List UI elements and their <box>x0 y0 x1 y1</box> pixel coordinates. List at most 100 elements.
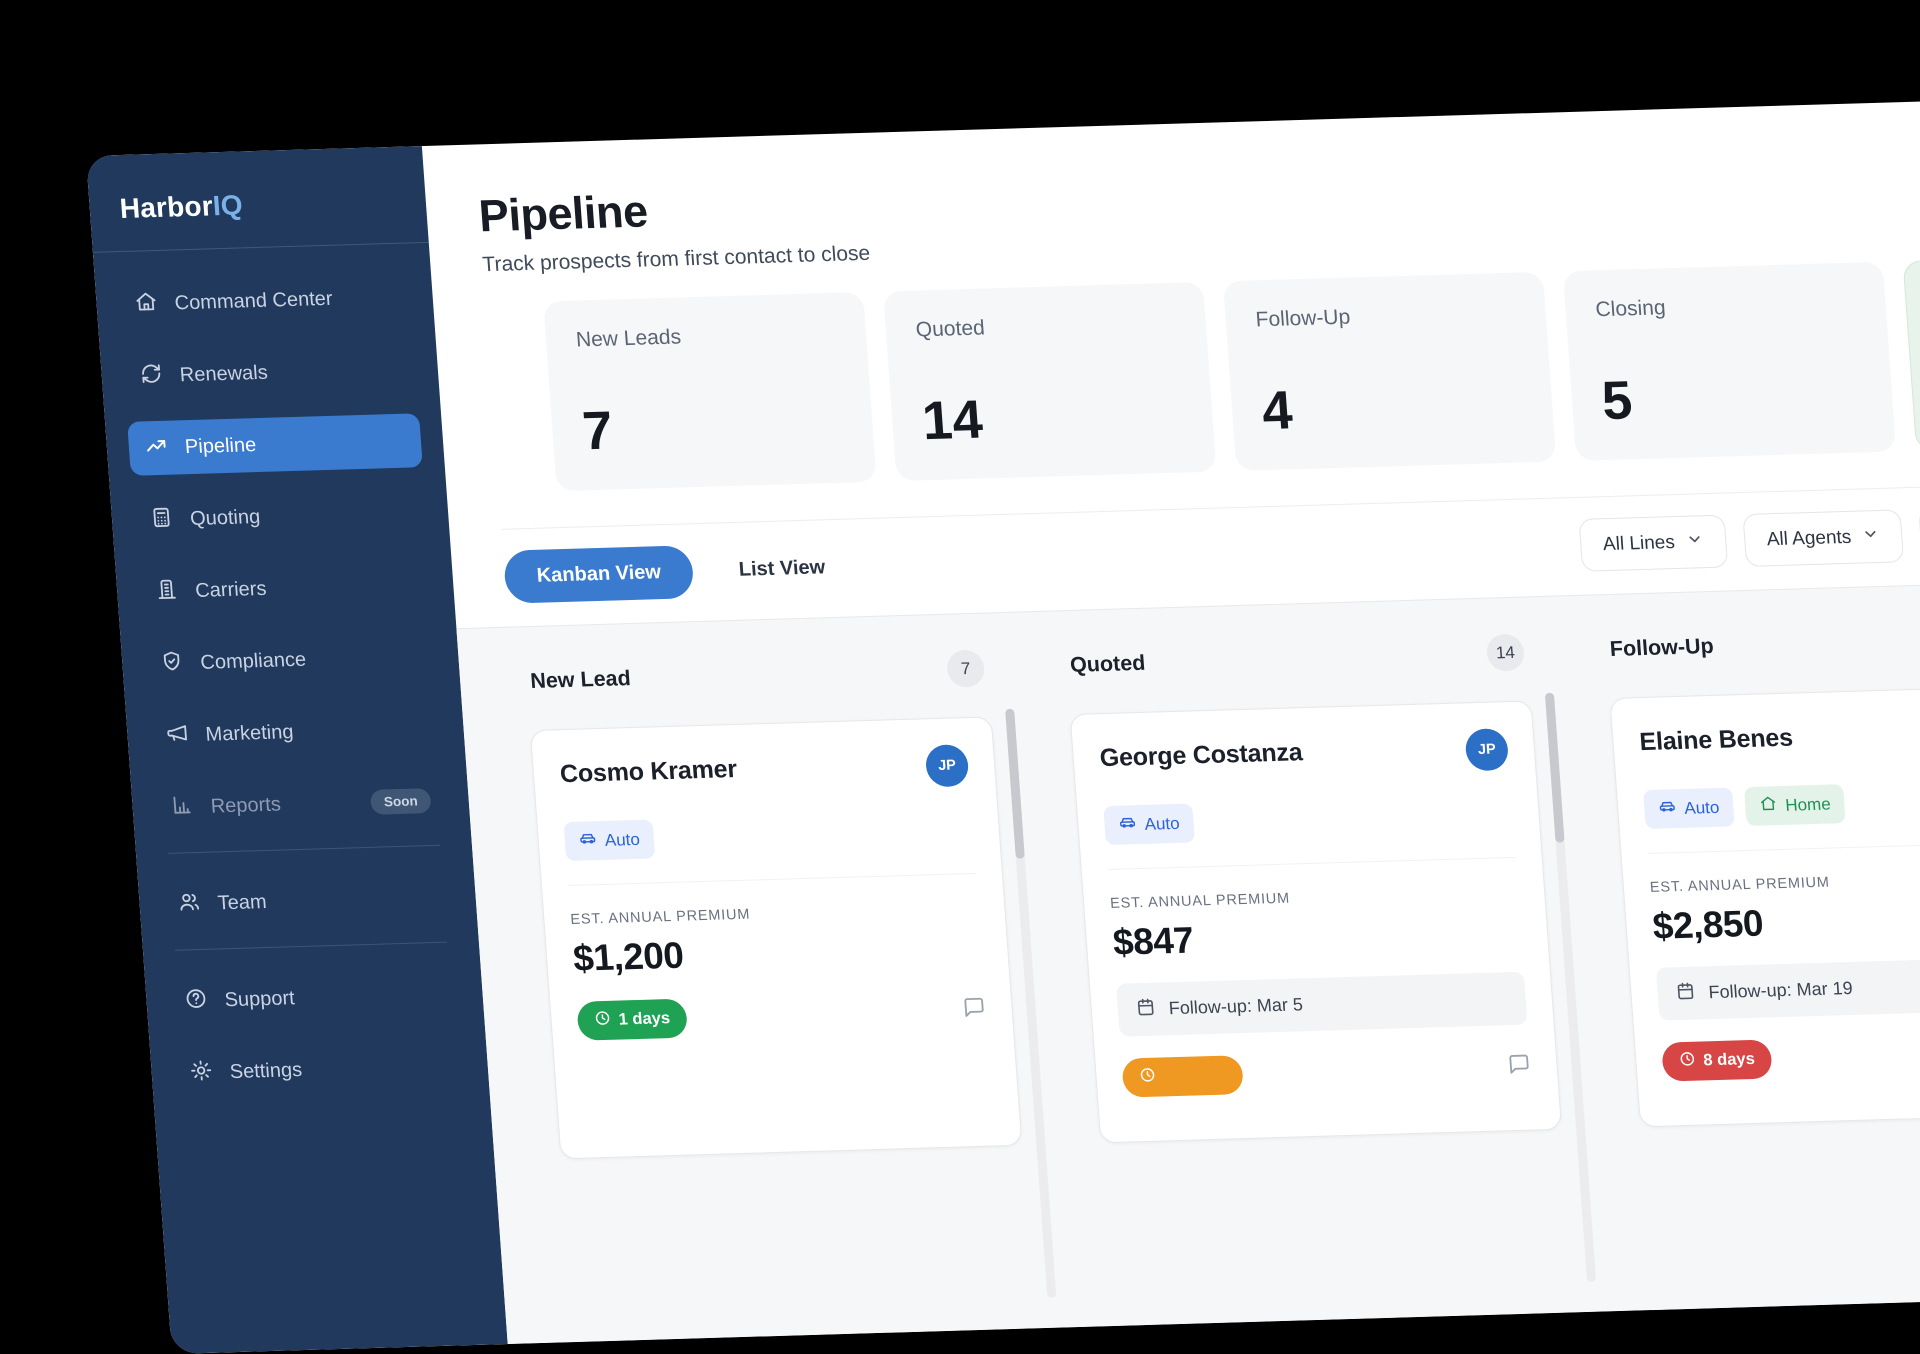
calculator-icon <box>149 505 174 535</box>
stat-card-quoted: Quoted 14 <box>883 281 1217 482</box>
premium-label: EST. ANNUAL PREMIUM <box>1109 890 1291 912</box>
message-icon[interactable] <box>1507 1052 1532 1081</box>
prospect-card-george-costanza[interactable]: George Costanza JP Auto EST. ANNUAL PREM… <box>1069 700 1563 1144</box>
premium-value: $1,200 <box>571 934 685 979</box>
logo-iq: IQ <box>211 189 244 222</box>
age-chip: 8 days <box>1661 1039 1774 1082</box>
sidebar-item-label: Marketing <box>204 720 295 746</box>
stat-label: Quoted <box>915 316 986 342</box>
badge-label: Home <box>1784 794 1832 815</box>
help-circle-icon <box>184 986 209 1016</box>
all-lines-dropdown[interactable]: All Lines <box>1578 514 1728 572</box>
stat-value: 7 <box>580 400 615 462</box>
age-chip <box>1121 1055 1245 1098</box>
kanban-column-follow-up: Follow-Up 4 Elaine Benes JP Auto <box>1605 617 1920 1310</box>
age-chip: 1 days <box>576 998 689 1041</box>
kanban-column-quoted: Quoted 14 George Costanza JP Auto <box>1065 633 1575 1326</box>
sidebar-item-quoting[interactable]: Quoting <box>132 485 428 548</box>
premium-value: $847 <box>1111 919 1195 963</box>
sidebar-item-label: Team <box>216 890 268 914</box>
stat-card-won-this-month: Won This Month 0 <box>1902 251 1920 451</box>
soon-badge: Soon <box>370 787 432 815</box>
sidebar-item-support[interactable]: Support <box>167 966 463 1029</box>
main-content: Pipeline Track prospects from first cont… <box>422 90 1920 1345</box>
card-divider <box>567 872 976 887</box>
stat-label: New Leads <box>575 325 682 352</box>
sidebar-item-carriers[interactable]: Carriers <box>137 557 433 620</box>
prospect-card-cosmo-kramer[interactable]: Cosmo Kramer JP Auto EST. ANNUAL PREMIUM… <box>529 716 1023 1160</box>
message-icon[interactable] <box>962 995 987 1024</box>
followup-label: Follow-up: Mar 19 <box>1707 977 1854 1003</box>
line-badge-auto: Auto <box>1103 803 1195 846</box>
avatar: JP <box>924 744 970 788</box>
shield-check-icon <box>159 649 184 679</box>
logo-harbor: Harbor <box>118 190 214 224</box>
sidebar-item-compliance[interactable]: Compliance <box>143 629 439 692</box>
premium-label: EST. ANNUAL PREMIUM <box>1649 874 1831 896</box>
stat-label: Closing <box>1594 296 1667 322</box>
gear-icon <box>189 1058 214 1088</box>
avatar: JP <box>1464 728 1510 772</box>
premium-label: EST. ANNUAL PREMIUM <box>569 906 751 928</box>
bar-chart-icon <box>170 793 195 823</box>
sidebar-item-pipeline[interactable]: Pipeline <box>127 413 423 476</box>
stat-value: 14 <box>920 389 985 452</box>
app-window: HarborIQ Command Center Renewals Pipelin… <box>86 89 1920 1354</box>
line-badge-home: Home <box>1743 784 1847 827</box>
card-divider <box>1647 840 1920 854</box>
clock-icon <box>1679 1051 1696 1072</box>
stats-row: New Leads 7 Quoted 14 Follow-Up 4 Closin… <box>543 251 1920 492</box>
sidebar-item-label: Pipeline <box>184 433 257 458</box>
page-header: Pipeline Track prospects from first cont… <box>422 90 1920 532</box>
stat-value: 4 <box>1260 380 1295 442</box>
sidebar-item-label: Quoting <box>189 505 261 530</box>
chevron-down-icon <box>1861 525 1880 548</box>
kanban-board: New Lead 7 Cosmo Kramer JP Auto <box>456 571 1920 1345</box>
kanban-view-button[interactable]: Kanban View <box>502 545 695 604</box>
card-divider <box>1107 856 1516 871</box>
prospect-name: George Costanza <box>1098 738 1304 773</box>
car-icon <box>1118 813 1138 836</box>
sidebar-item-command-center[interactable]: Command Center <box>117 269 413 332</box>
clock-icon <box>1139 1067 1156 1088</box>
followup-row: Follow-up: Mar 5 <box>1115 971 1528 1037</box>
list-view-button[interactable]: List View <box>738 556 826 581</box>
sidebar-nav: Command Center Renewals Pipeline Quoting… <box>95 269 491 1120</box>
line-badge-auto: Auto <box>1642 787 1735 830</box>
calendar-icon <box>1675 981 1697 1007</box>
stat-card-closing: Closing 5 <box>1562 261 1897 461</box>
sidebar-item-label: Reports <box>209 793 282 818</box>
sidebar-item-label: Command Center <box>173 287 334 314</box>
stat-label: Follow-Up <box>1254 305 1352 332</box>
age-chip-label: 1 days <box>618 1009 671 1029</box>
badge-label: Auto <box>604 829 641 850</box>
sidebar-item-label: Support <box>223 986 296 1011</box>
badge-label: Auto <box>1143 813 1181 834</box>
prospect-name: Cosmo Kramer <box>559 754 738 789</box>
car-icon <box>578 829 598 852</box>
users-icon <box>177 889 202 919</box>
sidebar-separator <box>174 941 447 951</box>
badge-label: Auto <box>1683 797 1720 818</box>
prospect-card-elaine-benes[interactable]: Elaine Benes JP Auto Home <box>1609 684 1920 1128</box>
sidebar-item-renewals[interactable]: Renewals <box>122 341 418 404</box>
sidebar-item-settings[interactable]: Settings <box>172 1038 468 1101</box>
column-title: New Lead <box>529 666 632 694</box>
all-agents-dropdown[interactable]: All Agents <box>1741 509 1905 567</box>
column-header: Quoted 14 <box>1065 633 1529 684</box>
calendar-icon <box>1135 997 1157 1023</box>
sidebar-item-marketing[interactable]: Marketing <box>148 701 444 764</box>
sidebar-item-label: Compliance <box>199 648 307 674</box>
kanban-column-new-lead: New Lead 7 Cosmo Kramer JP Auto <box>525 649 1035 1342</box>
followup-row: Follow-up: Mar 19 <box>1655 955 1920 1021</box>
sidebar-item-team[interactable]: Team <box>160 869 456 932</box>
home-icon <box>134 289 159 319</box>
stat-card-new-leads: New Leads 7 <box>543 292 877 492</box>
sidebar-separator <box>168 844 440 854</box>
sidebar-item-reports[interactable]: Reports Soon <box>153 773 449 836</box>
premium-value: $2,850 <box>1651 902 1765 947</box>
trending-up-icon <box>144 433 169 463</box>
megaphone-icon <box>165 721 190 751</box>
all-agents-label: All Agents <box>1766 526 1852 550</box>
stat-card-follow-up: Follow-Up 4 <box>1222 271 1557 472</box>
